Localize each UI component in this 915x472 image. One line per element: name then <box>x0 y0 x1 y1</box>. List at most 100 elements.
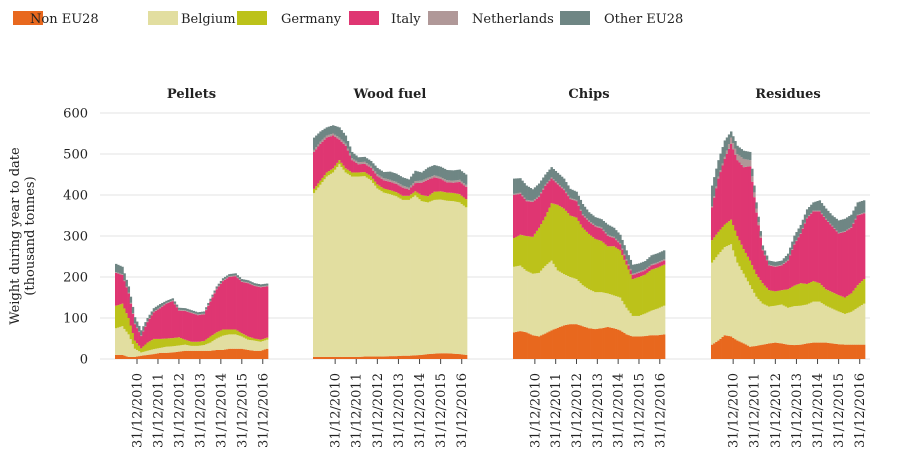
bar-wood-fuel-9-netherlands <box>331 133 335 136</box>
bar-wood-fuel-9-other_eu28 <box>331 125 335 134</box>
bar-wood-fuel-42-italy <box>401 187 405 196</box>
bar-pellets-45-belgium <box>209 342 212 351</box>
bar-pellets-55-belgium <box>230 334 233 349</box>
bar-wood-fuel-2-germany <box>317 183 320 188</box>
bar-wood-fuel-6-non_eu28 <box>325 356 329 359</box>
bar-pellets-7-other_eu28 <box>129 296 133 303</box>
bar-wood-fuel-13-other_eu28 <box>340 130 343 140</box>
bar-pellets-9-italy <box>133 324 137 341</box>
bar-chips-25-italy <box>565 193 568 211</box>
bar-wood-fuel-62-germany <box>443 192 447 201</box>
bar-chips-30-belgium <box>575 279 578 325</box>
bar-pellets-26-non_eu28 <box>169 352 172 359</box>
bar-pellets-24-italy <box>165 303 168 339</box>
bar-chips-69-netherlands <box>656 262 660 264</box>
bar-residues-69-germany <box>856 285 860 308</box>
bar-chips-41-italy <box>598 227 601 241</box>
bar-residues-51-non_eu28 <box>818 342 822 359</box>
bar-residues-68-germany <box>854 287 857 310</box>
bar-pellets-72-belgium <box>265 339 269 349</box>
bar-wood-fuel-65-italy <box>450 182 453 193</box>
bar-chips-43-netherlands <box>602 229 605 232</box>
bar-pellets-50-belgium <box>219 336 223 350</box>
bar-residues-36-germany <box>786 289 790 308</box>
bar-wood-fuel-53-other_eu28 <box>424 169 428 179</box>
bar-wood-fuel-36-netherlands <box>388 179 392 182</box>
bar-chips-57-italy <box>631 274 635 280</box>
bar-chips-9-italy <box>531 201 535 237</box>
bar-pellets-59-other_eu28 <box>238 277 242 280</box>
bar-wood-fuel-59-italy <box>437 178 440 192</box>
bar-wood-fuel-44-other_eu28 <box>405 178 409 187</box>
bar-wood-fuel-66-belgium <box>452 201 455 354</box>
bar-residues-28-germany <box>770 290 773 307</box>
bar-wood-fuel-1-belgium <box>315 190 318 357</box>
bar-chips-0-italy <box>513 195 516 239</box>
bar-wood-fuel-52-belgium <box>422 201 426 355</box>
bar-wood-fuel-56-germany <box>431 193 434 201</box>
bar-wood-fuel-26-other_eu28 <box>367 159 371 165</box>
bar-residues-0-other_eu28 <box>711 185 714 207</box>
bar-chips-49-other_eu28 <box>615 230 618 239</box>
bar-pellets-35-germany <box>188 341 191 346</box>
bar-residues-69-netherlands <box>856 214 860 216</box>
bar-pellets-57-germany <box>234 329 237 335</box>
bar-chips-63-non_eu28 <box>644 336 647 359</box>
bar-chips-42-other_eu28 <box>600 219 603 228</box>
bar-pellets-24-non_eu28 <box>165 352 168 359</box>
bar-wood-fuel-15-belgium <box>344 172 348 357</box>
bar-pellets-31-germany <box>179 338 183 346</box>
bar-wood-fuel-37-italy <box>391 182 394 191</box>
bar-residues-34-netherlands <box>782 263 786 264</box>
bar-residues-44-germany <box>803 283 807 305</box>
bar-chips-56-other_eu28 <box>629 259 633 269</box>
bar-residues-11-italy <box>734 154 737 231</box>
bar-residues-39-non_eu28 <box>793 345 796 359</box>
bar-wood-fuel-0-belgium <box>313 192 316 357</box>
bar-residues-66-belgium <box>850 311 853 345</box>
bar-residues-58-italy <box>833 228 836 294</box>
bar-chips-36-italy <box>587 221 591 234</box>
bar-residues-41-italy <box>797 237 800 284</box>
bar-residues-35-netherlands <box>784 261 788 263</box>
bar-pellets-67-italy <box>255 286 258 339</box>
bar-residues-30-netherlands <box>774 265 777 267</box>
bar-chips-57-belgium <box>631 315 635 337</box>
bar-residues-23-belgium <box>759 301 762 346</box>
bar-chips-51-italy <box>619 244 622 251</box>
bar-wood-fuel-48-belgium <box>414 195 417 356</box>
x-tick-label-wood-fuel-2: 31/12/2012 <box>371 373 386 448</box>
bar-pellets-46-other_eu28 <box>211 294 214 297</box>
bar-residues-1-germany <box>713 237 716 260</box>
bar-residues-39-germany <box>793 285 796 307</box>
bar-wood-fuel-8-germany <box>329 169 333 174</box>
bar-residues-50-other_eu28 <box>816 201 819 211</box>
bar-wood-fuel-69-non_eu28 <box>458 354 462 359</box>
bar-residues-49-belgium <box>814 301 817 343</box>
bar-wood-fuel-4-netherlands <box>321 139 324 142</box>
bar-pellets-0-non_eu28 <box>115 354 118 359</box>
bar-pellets-8-netherlands <box>131 313 135 314</box>
bar-pellets-72-germany <box>265 337 269 340</box>
bar-chips-37-netherlands <box>590 222 593 224</box>
bar-pellets-64-italy <box>249 284 252 338</box>
bar-wood-fuel-21-non_eu28 <box>357 356 360 359</box>
bar-chips-67-non_eu28 <box>652 335 655 359</box>
bar-chips-37-belgium <box>590 290 593 329</box>
bar-residues-12-germany <box>736 236 739 263</box>
bar-pellets-61-italy <box>242 282 246 335</box>
bar-residues-60-belgium <box>837 311 841 345</box>
bar-pellets-49-italy <box>217 286 221 332</box>
bar-pellets-40-non_eu28 <box>198 350 202 359</box>
bar-wood-fuel-16-belgium <box>346 173 350 357</box>
bar-wood-fuel-28-non_eu28 <box>372 356 375 359</box>
bar-residues-62-other_eu28 <box>841 219 845 232</box>
bar-residues-6-italy <box>723 158 727 225</box>
bar-chips-61-italy <box>640 272 643 277</box>
panel-title-pellets: Pellets <box>167 87 216 102</box>
bar-wood-fuel-42-other_eu28 <box>401 177 405 186</box>
bar-chips-55-non_eu28 <box>627 335 630 359</box>
bar-residues-11-germany <box>734 230 737 257</box>
bar-chips-59-germany <box>635 277 639 316</box>
bar-residues-33-other_eu28 <box>780 260 784 265</box>
